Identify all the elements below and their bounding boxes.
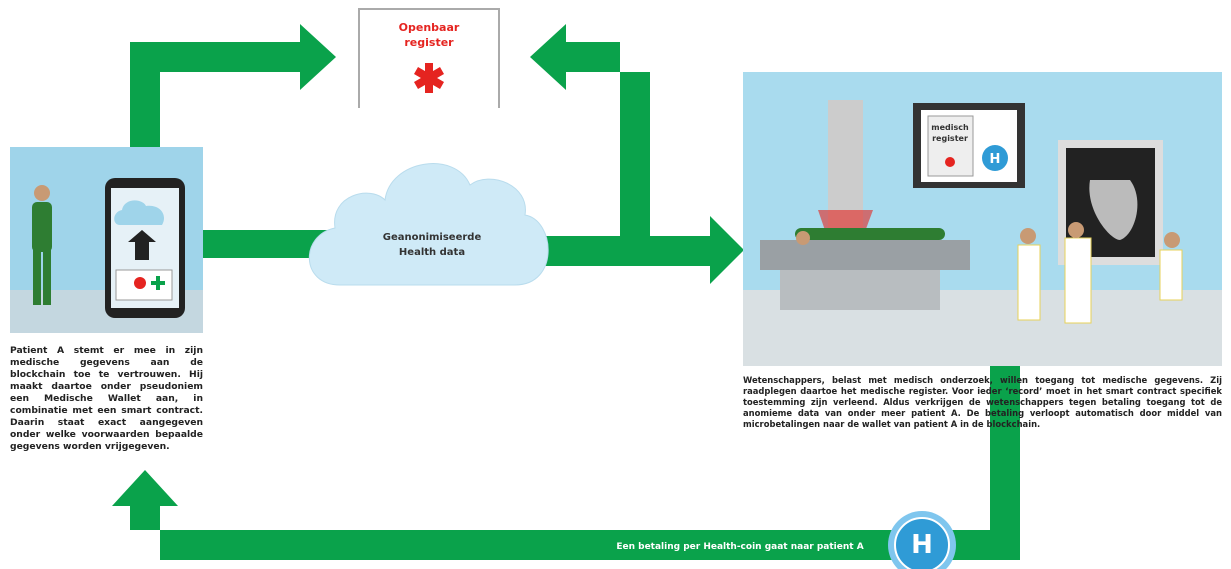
- register-title: register: [404, 36, 454, 49]
- diagram: Openbaar register Geanonimiseerde Health…: [0, 0, 1231, 569]
- coin-label: H: [911, 530, 933, 560]
- arrow-to-register: [130, 24, 336, 150]
- scientists-text: Wetenschappers, belast met medisch onder…: [743, 375, 1222, 430]
- patient-text: Patient A stemt er mee in zijn medische …: [10, 345, 203, 453]
- payment-label: Een betaling per Health-coin gaat naar p…: [616, 542, 863, 552]
- register-box: Openbaar register: [358, 8, 500, 108]
- cloud: Geanonimiseerde Health data: [309, 164, 548, 285]
- coin-label: H: [990, 152, 1001, 167]
- patient-panel: [10, 147, 203, 333]
- arrow-from-research: [530, 24, 650, 240]
- cloud-label: Health data: [399, 247, 465, 258]
- register-title: Openbaar: [399, 21, 460, 34]
- research-panel: medisch register H: [743, 72, 1222, 366]
- screen-label: register: [932, 134, 968, 143]
- payment-coin: H: [888, 511, 956, 569]
- page: Openbaar register Geanonimiseerde Health…: [0, 0, 1231, 569]
- screen-label: medisch: [931, 123, 969, 132]
- cloud-label: Geanonimiseerde: [383, 232, 482, 243]
